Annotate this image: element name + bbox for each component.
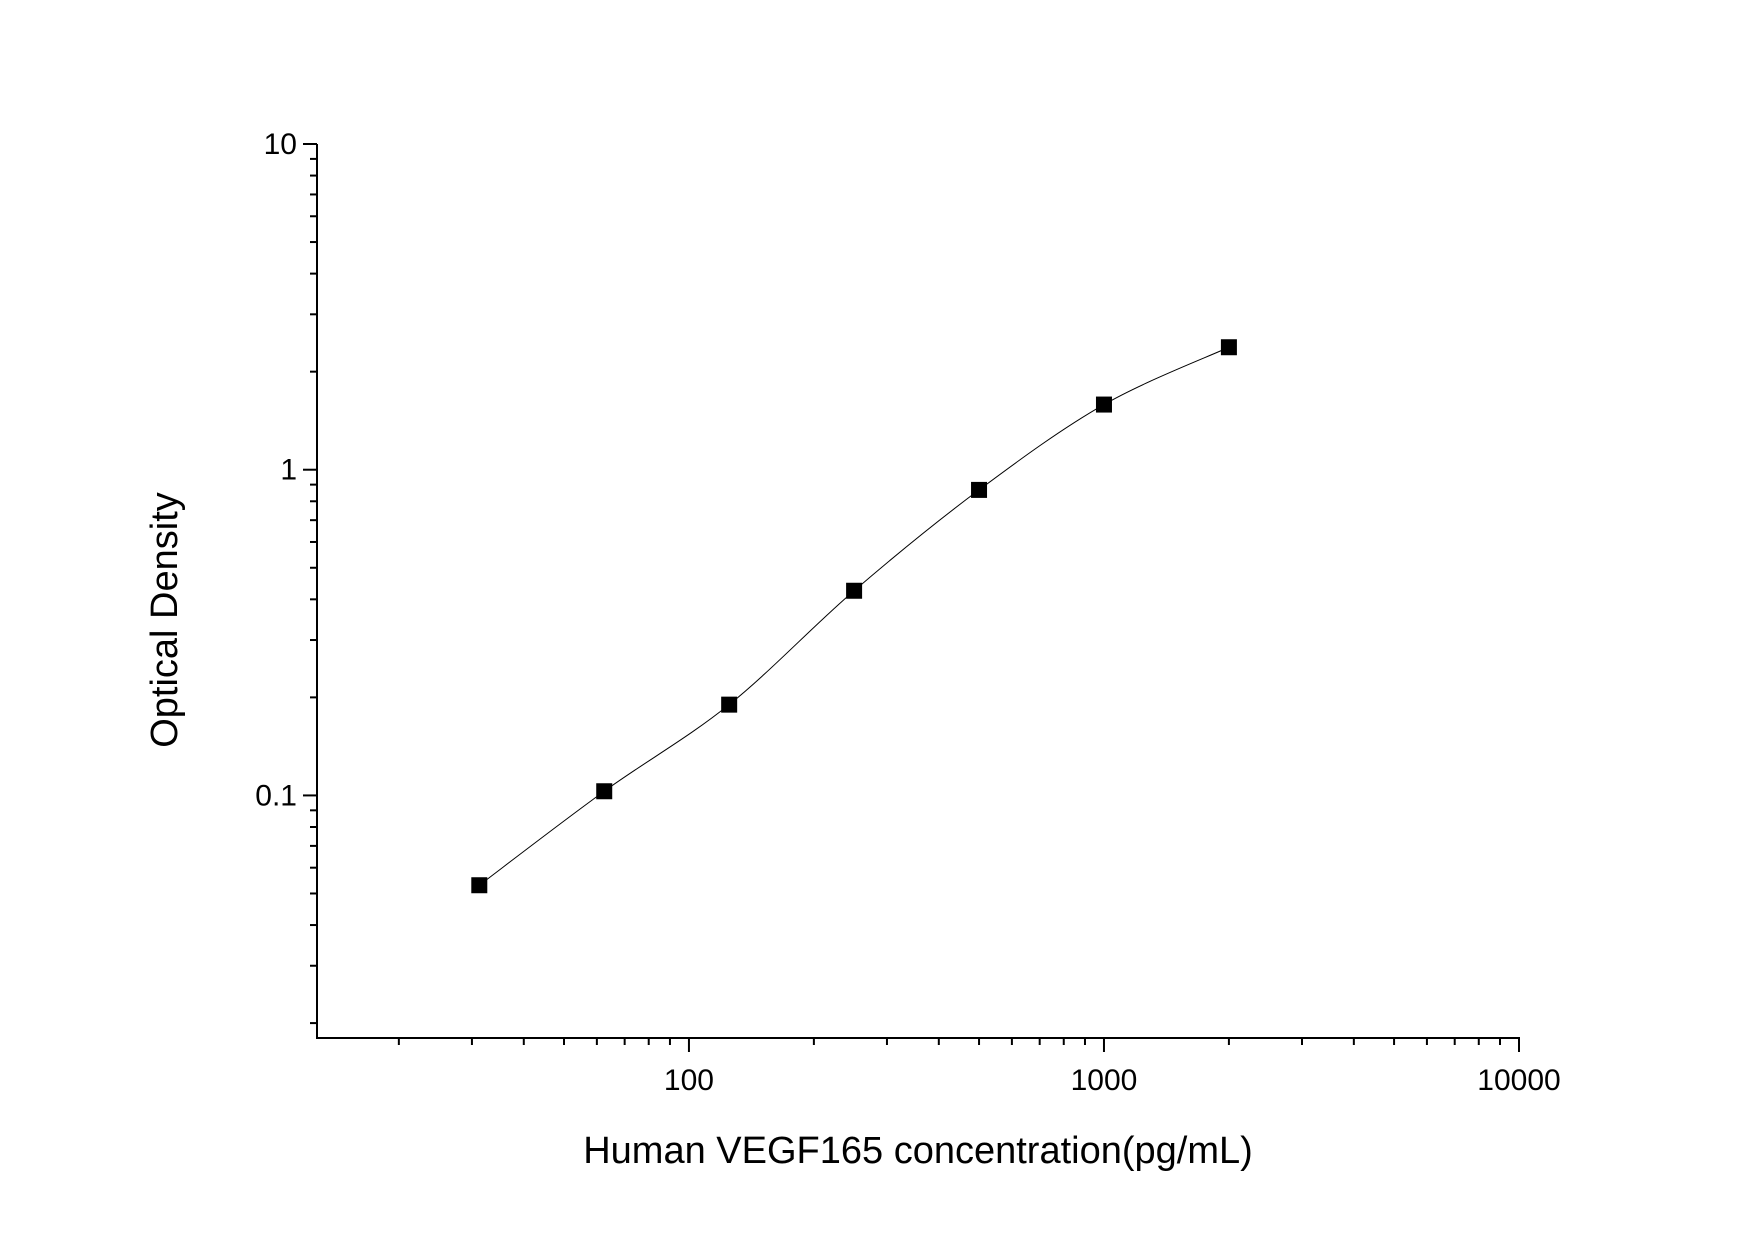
x-tick-label: 10000 [1477,1064,1560,1097]
data-point [721,696,738,713]
data-point [596,783,613,800]
fit-curve [478,346,1230,886]
data-point [1220,339,1237,356]
y-tick-label: 10 [264,128,297,161]
data-point [846,582,863,599]
axes [316,144,1520,1039]
data-point [971,481,988,498]
x-axis-title: Human VEGF165 concentration(pg/mL) [583,1130,1253,1172]
data-point [471,877,488,894]
data-point [1095,396,1112,413]
x-tick-label: 100 [664,1064,714,1097]
y-tick-label: 1 [280,454,297,487]
y-axis-title: Optical Density [144,492,186,748]
data-points [471,339,1237,894]
tick-labels: 100 1000 10000 0.1 1 10 [255,128,1560,1097]
ticks [303,143,1520,1052]
x-tick-label: 1000 [1071,1064,1138,1097]
y-tick-label: 0.1 [255,779,297,812]
